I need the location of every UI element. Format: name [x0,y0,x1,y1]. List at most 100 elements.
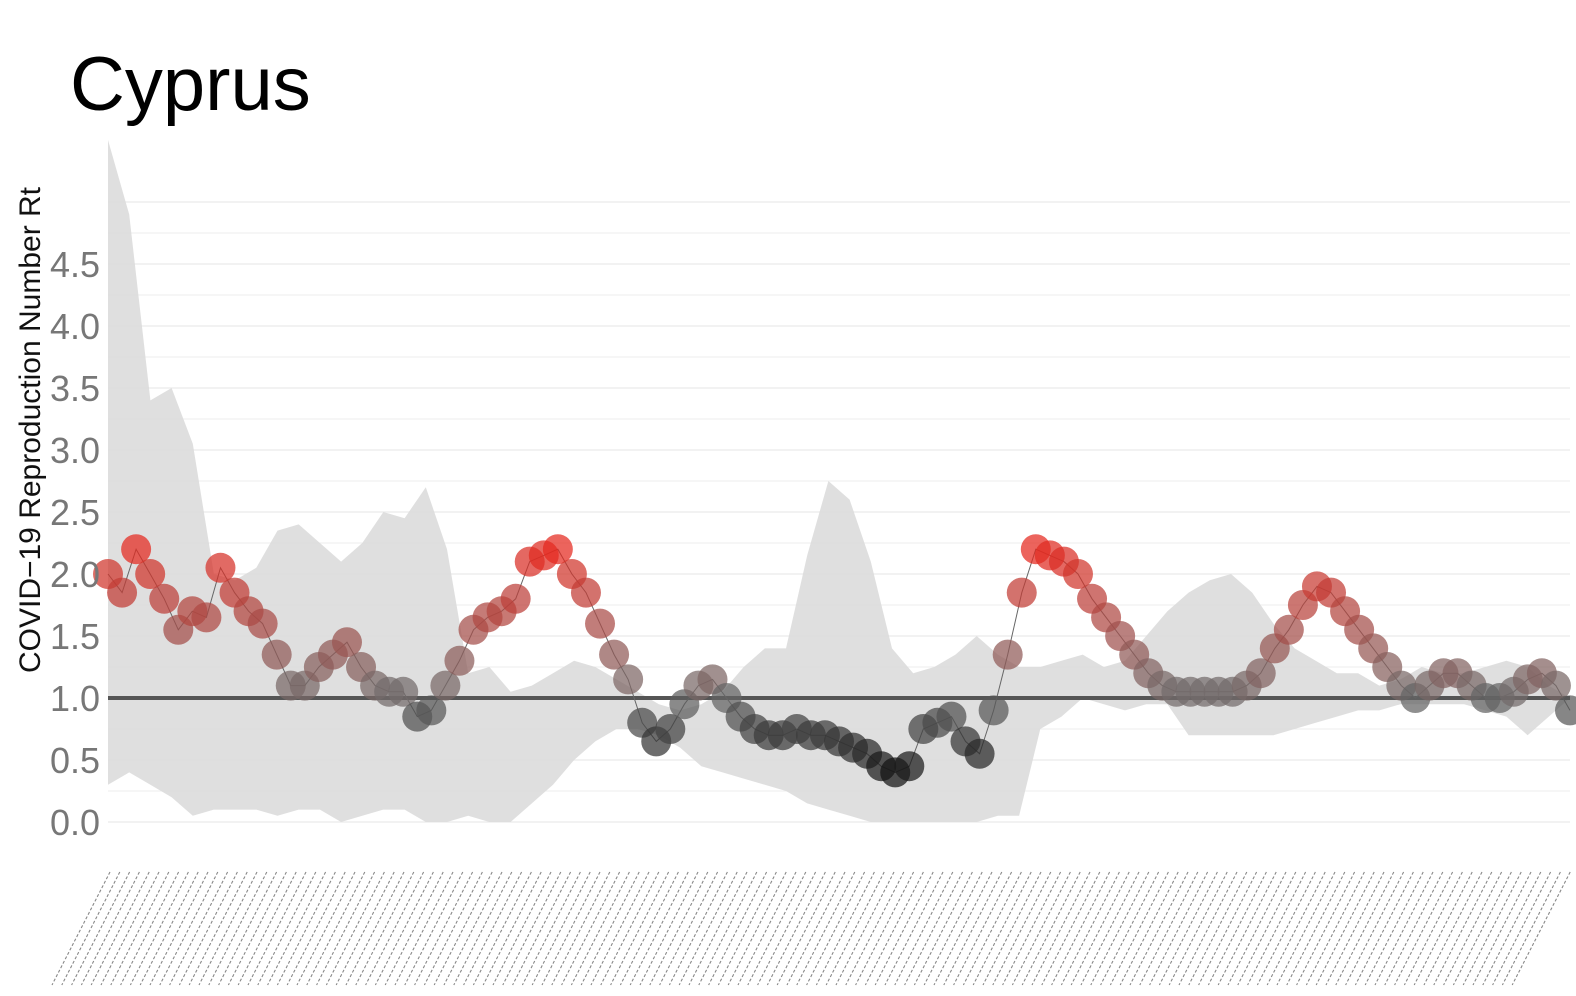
x-tick-mark [678,871,738,986]
rt-point [542,534,573,565]
x-tick-mark [1452,871,1512,986]
x-tick-mark [1129,871,1189,986]
x-tick-mark [1227,871,1287,986]
x-tick-mark [1413,871,1473,986]
x-tick-mark [698,871,758,986]
x-tick-mark [286,871,346,986]
x-tick-mark [198,871,258,986]
x-tick-mark [1433,871,1493,986]
x-tick-mark [257,871,317,986]
x-tick-mark [51,871,111,986]
rt-point [1540,670,1571,701]
rt-point [894,751,925,782]
x-tick-mark [786,871,846,986]
x-tick-mark [1080,871,1140,986]
x-tick-mark [855,871,915,986]
rt-point [261,639,292,670]
x-tick-mark [61,871,121,986]
x-tick-mark [1002,871,1062,986]
x-tick-mark [110,871,170,986]
rt-point [191,602,222,633]
y-tick-label: 4.5 [50,244,100,285]
y-axis-label: COVID−19 Reproduction Number Rt [14,186,47,673]
x-tick-mark [433,871,493,986]
x-tick-mark [747,871,807,986]
x-tick-mark [443,871,503,986]
rt-point [1245,658,1276,689]
chart-title: Cyprus [70,42,311,127]
x-tick-mark [512,871,572,986]
x-tick-mark [296,871,356,986]
x-tick-mark [247,871,307,986]
rt-point [1555,695,1576,726]
x-tick-mark [1247,871,1307,986]
x-tick-mark [1060,871,1120,986]
x-tick-mark [1335,871,1395,986]
x-tick-mark [1276,871,1336,986]
x-tick-mark [982,871,1042,986]
y-tick-label: 1.5 [50,616,100,657]
x-tick-mark [1266,871,1326,986]
x-tick-mark [1345,871,1405,986]
x-tick-mark [374,871,434,986]
x-tick-mark [806,871,866,986]
x-tick-mark [600,871,660,986]
x-tick-mark [1501,871,1561,986]
x-tick-mark [453,871,513,986]
x-tick-mark [394,871,454,986]
x-tick-mark [1109,871,1169,986]
x-tick-mark [325,871,385,986]
x-tick-mark [766,871,826,986]
x-tick-mark [1021,871,1081,986]
x-tick-mark [404,871,464,986]
y-tick-label: 3.0 [50,430,100,471]
y-tick-label: 0.0 [50,802,100,843]
x-tick-mark [904,871,964,986]
x-tick-mark [1472,871,1532,986]
x-tick-mark [178,871,238,986]
x-tick-mark [306,871,366,986]
x-tick-mark [727,871,787,986]
x-tick-mark [188,871,248,986]
x-tick-mark [267,871,327,986]
x-tick-mark [825,871,885,986]
x-tick-mark [1090,871,1150,986]
x-tick-mark [149,871,209,986]
x-tick-mark [1394,871,1454,986]
x-tick-mark [472,871,532,986]
rt-point [585,608,616,639]
x-tick-mark [355,871,415,986]
rt-point [1273,614,1304,645]
x-tick-mark [276,871,336,986]
x-tick-mark [1492,871,1552,986]
x-tick-mark [1325,871,1385,986]
x-tick-mark [1051,871,1111,986]
x-tick-mark [953,871,1013,986]
x-tick-mark [120,871,180,986]
x-tick-mark [1237,871,1297,986]
x-tick-mark [492,871,552,986]
y-axis-ticks: 0.0 0.5 1.0 1.5 2.0 2.5 3.0 3.5 4.0 4.5 [50,244,100,843]
y-tick-label: 4.0 [50,306,100,347]
rt-point [135,559,166,589]
rt-points [93,534,1576,788]
rt-point [978,695,1009,726]
confidence-band [108,140,1570,822]
x-tick-mark [423,871,483,986]
y-tick-label: 0.5 [50,740,100,781]
x-tick-mark [531,871,591,986]
x-tick-mark [570,871,630,986]
x-tick-mark [129,871,189,986]
x-tick-mark [1207,871,1267,986]
x-tick-mark [1296,871,1356,986]
x-tick-mark [913,871,973,986]
x-tick-mark [737,871,797,986]
rt-point [1006,577,1037,608]
x-tick-mark [717,871,777,986]
x-tick-mark [845,871,905,986]
x-tick-mark [1403,871,1463,986]
x-tick-mark [100,871,160,986]
x-tick-mark [502,871,562,986]
rt-point [388,676,419,707]
